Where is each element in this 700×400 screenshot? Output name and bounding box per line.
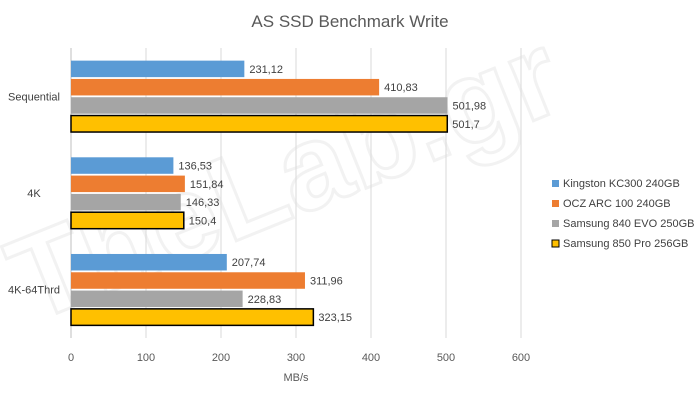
x-tick-label: 600 [512,352,530,364]
legend-label: Samsung 850 Pro 256GB [563,238,688,250]
bar [70,308,315,327]
legend: Kingston KC300 240GB OCZ ARC 100 240GB Sam… [551,178,694,250]
x-axis-title: MB/s [283,372,309,384]
legend-label: OCZ ARC 100 240GB [563,198,671,210]
data-labels: 231,12 410,83 501,98 501,7 136,53 151,84 146,3… [178,64,486,324]
data-label: 146,33 [186,197,220,209]
data-label: 501,7 [452,119,480,131]
legend-swatch [552,200,559,207]
bar [71,78,380,96]
legend-swatch [552,220,559,227]
x-tick-label: 400 [362,352,380,364]
x-tick-label: 200 [212,352,230,364]
data-label: 501,98 [452,100,486,112]
legend-swatch [551,239,560,248]
category-label: Sequential [8,91,60,103]
category-label: 4K [27,188,41,200]
bar [70,114,449,133]
data-label: 151,84 [190,179,224,191]
x-tick-label: 300 [287,352,305,364]
x-tick-labels: 0 100 200 300 400 500 600 [68,352,530,364]
bar [71,253,227,271]
legend-swatch [552,180,559,187]
data-label: 136,53 [178,161,212,173]
chart-title: AS SSD Benchmark Write [251,12,448,31]
bar [71,272,305,289]
legend-label: Samsung 840 EVO 250GB [563,218,694,230]
bars [70,60,449,327]
data-label: 311,96 [310,276,343,288]
bar [71,290,243,308]
data-label: 228,83 [248,294,282,306]
data-label: 150,4 [189,215,217,227]
x-tick-label: 100 [137,352,155,364]
data-label: 207,74 [232,257,266,269]
bar [71,193,181,211]
data-label: 323,15 [318,312,352,324]
data-label: 410,83 [384,82,418,94]
gridlines [70,48,522,338]
bar [71,175,185,193]
x-tick-label: 500 [437,352,455,364]
category-label: 4K-64Thrd [8,285,60,297]
legend-label: Kingston KC300 240GB [563,178,680,190]
category-labels: Sequential 4K 4K-64Thrd [8,91,60,296]
x-tick-label: 0 [68,352,74,364]
bar [70,211,185,230]
bar [71,157,174,174]
data-label: 231,12 [249,64,283,76]
bar [71,60,245,78]
bar [71,97,448,114]
